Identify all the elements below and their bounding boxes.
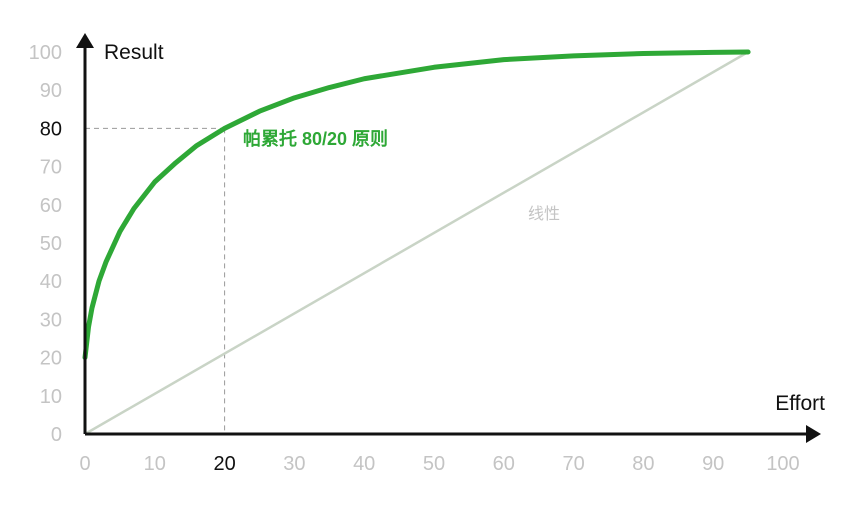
y-tick-label: 90	[40, 80, 62, 102]
x-tick-label: 50	[423, 453, 445, 475]
y-tick-label: 20	[40, 348, 62, 370]
series-label-linear: 线性	[528, 205, 560, 223]
x-tick-label: 70	[562, 453, 584, 475]
x-tick-label: 0	[79, 453, 90, 475]
x-tick-label: 10	[144, 453, 166, 475]
y-tick-label: 60	[40, 195, 62, 217]
y-tick-label: 50	[40, 233, 62, 255]
y-tick-label: 40	[40, 271, 62, 293]
y-tick-label: 100	[29, 42, 62, 64]
y-tick-label: 30	[40, 309, 62, 331]
y-tick-label: 70	[40, 157, 62, 179]
y-axis-label: Result	[104, 41, 164, 64]
y-tick-label: 10	[40, 386, 62, 408]
series-line-pareto	[82, 49, 751, 361]
x-axis-arrow-icon	[806, 425, 821, 443]
y-axis-arrow-icon	[76, 33, 94, 48]
x-tick-label: 80	[632, 453, 654, 475]
x-tick-label: 90	[702, 453, 724, 475]
x-tick-label: 40	[353, 453, 375, 475]
y-tick-label: 0	[51, 424, 62, 446]
y-tick-label: 80	[40, 118, 62, 140]
x-axis-label: Effort	[775, 392, 825, 415]
series-line-linear	[84, 50, 749, 436]
x-tick-label: 20	[213, 453, 235, 475]
x-tick-label: 100	[766, 453, 799, 475]
x-tick-label: 30	[283, 453, 305, 475]
x-tick-label: 60	[493, 453, 515, 475]
series-label-pareto: 帕累托 80/20 原则	[243, 128, 388, 149]
